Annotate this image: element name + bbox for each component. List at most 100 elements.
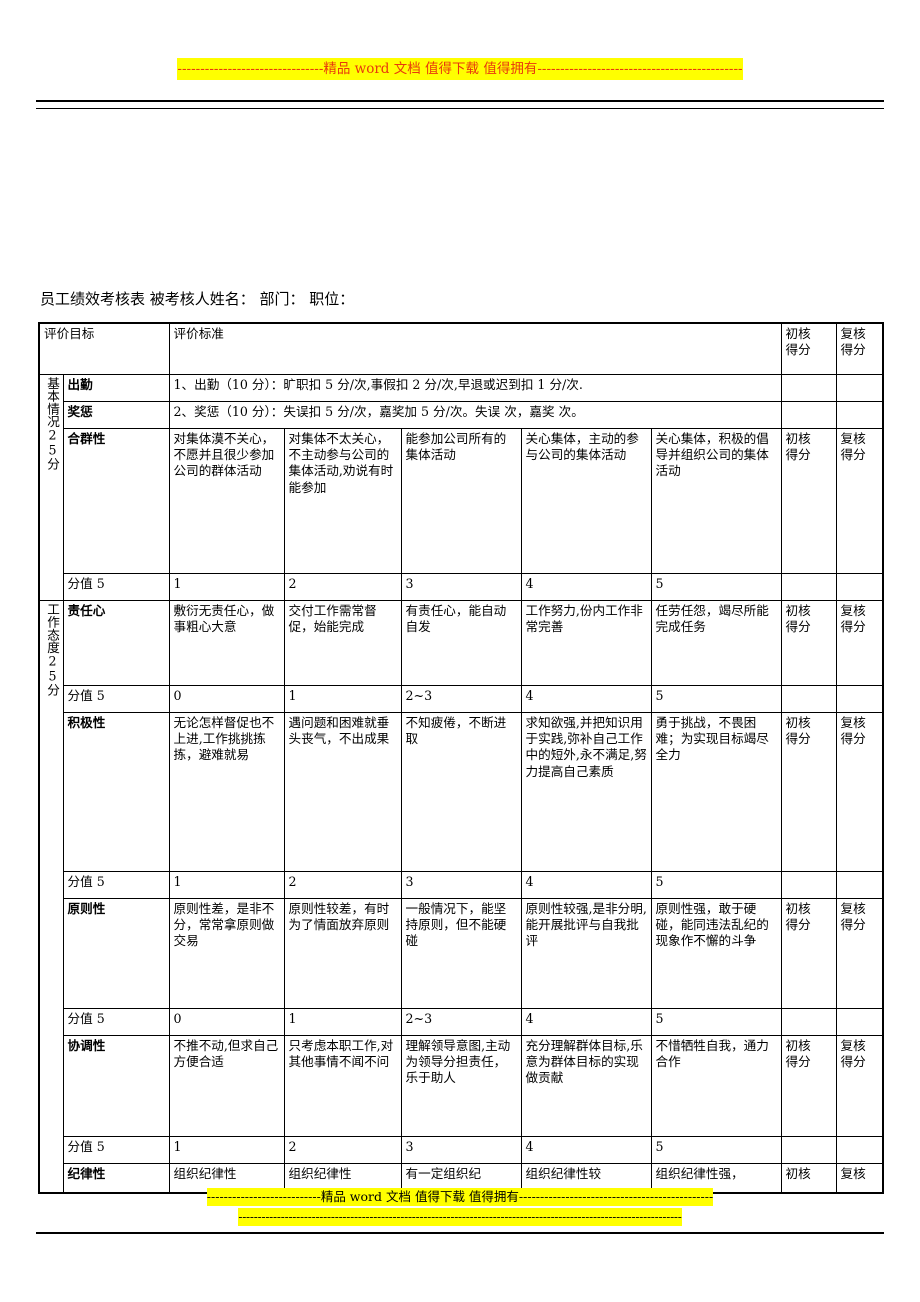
first-score-responsibility-l2: 得分 xyxy=(785,619,811,635)
responsibility-option-5: 任劳任怨，竭尽所能完成任务 xyxy=(650,600,782,686)
recheck-score-responsibility[interactable]: 复核 得分 xyxy=(835,600,884,686)
header-recheck-score-line1: 复核 xyxy=(840,326,866,341)
score-label-initiative: 分值 5 xyxy=(62,871,170,899)
coordination-option-1: 不推不动,但求自己方便合适 xyxy=(168,1035,285,1137)
first-score-blank-initiative[interactable] xyxy=(780,871,837,899)
principle-option-1: 原则性差，是非不分，常常拿原则做交易 xyxy=(168,898,285,1009)
table-row-coordination: 协调性 不推不动,但求自己方便合适 只考虑本职工作,对其他事情不闻不问 理解领导… xyxy=(39,1035,884,1137)
recheck-score-blank-initiative[interactable] xyxy=(835,871,884,899)
header-first-score-line2: 得分 xyxy=(785,342,811,358)
first-score-coordination-l1: 初核 xyxy=(785,1038,811,1053)
coordination-score-4: 4 xyxy=(520,1136,652,1164)
recheck-score-sociability-l2: 得分 xyxy=(840,447,866,463)
score-label-coordination: 分值 5 xyxy=(62,1136,170,1164)
criterion-name-discipline: 纪律性 xyxy=(62,1163,170,1194)
score-label-sociability: 分值 5 xyxy=(62,573,170,601)
criterion-name-coordination: 协调性 xyxy=(62,1035,170,1137)
initiative-option-4: 求知欲强,并把知识用于实践,弥补自己工作中的短外,永不满足,努力提高自己素质 xyxy=(520,712,652,872)
criterion-name-principle: 原则性 xyxy=(62,898,170,1009)
responsibility-score-4: 4 xyxy=(520,685,652,713)
recheck-score-blank-responsibility[interactable] xyxy=(835,685,884,713)
section-label-basic-text: 基本情况25分 xyxy=(45,377,60,470)
recheck-score-responsibility-l1: 复核 xyxy=(840,603,866,618)
header-recheck-score-line2: 得分 xyxy=(840,342,866,358)
recheck-score-input-attendance[interactable] xyxy=(835,374,884,402)
principle-score-1: 0 xyxy=(168,1008,285,1036)
first-score-responsibility[interactable]: 初核 得分 xyxy=(780,600,837,686)
recheck-score-sociability-l1: 复核 xyxy=(840,431,866,446)
table-row-reward: 奖惩 2、奖惩（10 分）：失误扣 5 分/次，嘉奖加 5 分/次。失误 次，嘉… xyxy=(39,401,884,429)
recheck-score-blank-sociability[interactable] xyxy=(835,573,884,601)
sociability-score-4: 4 xyxy=(520,573,652,601)
table-row-principle-scores: 分值 5 0 1 2~3 4 5 xyxy=(39,1008,884,1036)
responsibility-option-4: 工作努力,份内工作非常完善 xyxy=(520,600,652,686)
principle-option-3: 一般情况下，能坚持原则，但不能硬碰 xyxy=(400,898,522,1009)
first-score-coordination[interactable]: 初核 得分 xyxy=(780,1035,837,1137)
recheck-score-blank-principle[interactable] xyxy=(835,1008,884,1036)
first-score-blank-responsibility[interactable] xyxy=(780,685,837,713)
recheck-score-initiative[interactable]: 复核 得分 xyxy=(835,712,884,872)
initiative-option-5: 勇于挑战，不畏困难；为实现目标竭尽全力 xyxy=(650,712,782,872)
principle-option-5: 原则性强，敢于硬碰，能同违法乱纪的现象作不懈的斗争 xyxy=(650,898,782,1009)
header-first-score-line1: 初核 xyxy=(785,326,811,341)
initiative-score-4: 4 xyxy=(520,871,652,899)
principle-option-2: 原则性较差，有时为了情面放弃原则 xyxy=(283,898,402,1009)
responsibility-option-2: 交付工作需常督促，始能完成 xyxy=(283,600,402,686)
section-label-basic: 基本情况25分 xyxy=(38,374,64,601)
first-score-coordination-l2: 得分 xyxy=(785,1054,811,1070)
coordination-score-5: 5 xyxy=(650,1136,782,1164)
criterion-name-sociability: 合群性 xyxy=(62,428,170,574)
first-score-discipline[interactable]: 初核 xyxy=(780,1163,837,1194)
initiative-option-2: 遇问题和困难就垂头丧气，不出成果 xyxy=(283,712,402,872)
first-score-blank-principle[interactable] xyxy=(780,1008,837,1036)
principle-score-4: 4 xyxy=(520,1008,652,1036)
table-header-row: 评价目标 评价标准 初核 得分 复核 得分 xyxy=(38,322,884,375)
coordination-score-3: 3 xyxy=(400,1136,522,1164)
header-promo-text: --------------------------------精品 word … xyxy=(177,58,743,80)
first-score-blank-coordination[interactable] xyxy=(780,1136,837,1164)
table-row-initiative-scores: 分值 5 1 2 3 4 5 xyxy=(39,871,884,899)
sociability-score-3: 3 xyxy=(400,573,522,601)
coordination-option-3: 理解领导意图,主动为领导分担责任，乐于助人 xyxy=(400,1035,522,1137)
sociability-option-3: 能参加公司所有的集体活动 xyxy=(400,428,522,574)
footer-rule xyxy=(36,1232,884,1234)
coordination-option-2: 只考虑本职工作,对其他事情不闻不问 xyxy=(283,1035,402,1137)
recheck-score-blank-coordination[interactable] xyxy=(835,1136,884,1164)
sociability-score-1: 1 xyxy=(168,573,285,601)
recheck-score-coordination[interactable]: 复核 得分 xyxy=(835,1035,884,1137)
initiative-score-1: 1 xyxy=(168,871,285,899)
recheck-score-sociability[interactable]: 复核 得分 xyxy=(835,428,884,574)
header-promo-banner: --------------------------------精品 word … xyxy=(0,58,920,80)
first-score-sociability-l2: 得分 xyxy=(785,447,811,463)
criterion-text-attendance: 1、出勤（10 分）：旷职扣 5 分/次,事假扣 2 分/次,早退或迟到扣 1 … xyxy=(168,374,782,402)
header-cell-first-score: 初核 得分 xyxy=(780,322,837,375)
principle-option-4: 原则性较强,是非分明,能开展批评与自我批评 xyxy=(520,898,652,1009)
footer-promo-text-line2: ----------------------------------------… xyxy=(238,1208,682,1226)
table-row-initiative: 积极性 无论怎样督促也不上进,工作挑挑拣拣，避难就易 遇问题和困难就垂头丧气，不… xyxy=(39,712,884,872)
recheck-score-discipline[interactable]: 复核 xyxy=(835,1163,884,1194)
first-score-blank-sociability[interactable] xyxy=(780,573,837,601)
sociability-option-4: 关心集体，主动的参与公司的集体活动 xyxy=(520,428,652,574)
recheck-score-principle-l2: 得分 xyxy=(840,917,866,933)
first-score-input-attendance[interactable] xyxy=(780,374,837,402)
first-score-initiative[interactable]: 初核 得分 xyxy=(780,712,837,872)
sociability-score-5: 5 xyxy=(650,573,782,601)
recheck-score-principle[interactable]: 复核 得分 xyxy=(835,898,884,1009)
first-score-principle[interactable]: 初核 得分 xyxy=(780,898,837,1009)
recheck-score-initiative-l1: 复核 xyxy=(840,715,866,730)
score-label-principle: 分值 5 xyxy=(62,1008,170,1036)
recheck-score-input-reward[interactable] xyxy=(835,401,884,429)
header-cell-target: 评价目标 xyxy=(38,322,170,375)
recheck-score-principle-l1: 复核 xyxy=(840,901,866,916)
first-score-sociability[interactable]: 初核 得分 xyxy=(780,428,837,574)
responsibility-score-1: 0 xyxy=(168,685,285,713)
first-score-input-reward[interactable] xyxy=(780,401,837,429)
responsibility-option-3: 有责任心，能自动自发 xyxy=(400,600,522,686)
first-score-sociability-l1: 初核 xyxy=(785,431,811,446)
first-score-principle-l1: 初核 xyxy=(785,901,811,916)
coordination-option-4: 充分理解群体目标,乐意为群体目标的实现做贡献 xyxy=(520,1035,652,1137)
coordination-option-5: 不惜牺牲自我，通力合作 xyxy=(650,1035,782,1137)
initiative-score-3: 3 xyxy=(400,871,522,899)
criterion-name-attendance: 出勤 xyxy=(62,374,170,402)
